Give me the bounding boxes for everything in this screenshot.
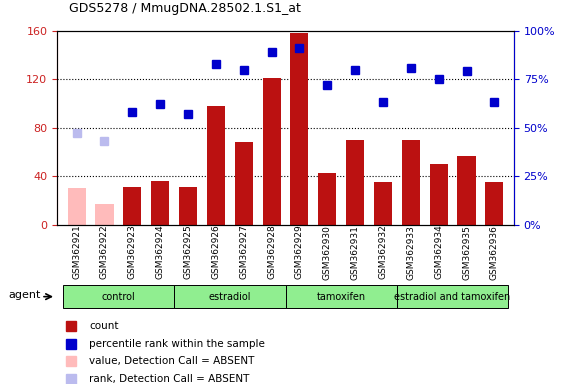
- Bar: [402, 140, 420, 225]
- Text: GSM362933: GSM362933: [407, 225, 415, 280]
- Text: GSM362931: GSM362931: [351, 225, 360, 280]
- Text: GSM362935: GSM362935: [462, 225, 471, 280]
- Bar: [485, 182, 504, 225]
- Text: tamoxifen: tamoxifen: [317, 291, 366, 302]
- Text: control: control: [102, 291, 135, 302]
- Text: count: count: [89, 321, 119, 331]
- Text: GSM362929: GSM362929: [295, 225, 304, 280]
- FancyBboxPatch shape: [397, 285, 508, 308]
- Bar: [291, 33, 308, 225]
- Text: GSM362934: GSM362934: [434, 225, 443, 280]
- Text: GSM362926: GSM362926: [211, 225, 220, 280]
- FancyBboxPatch shape: [286, 285, 397, 308]
- Text: GSM362932: GSM362932: [379, 225, 388, 280]
- Bar: [151, 181, 169, 225]
- FancyBboxPatch shape: [63, 285, 174, 308]
- Text: estradiol: estradiol: [208, 291, 251, 302]
- Text: value, Detection Call = ABSENT: value, Detection Call = ABSENT: [89, 356, 255, 366]
- Bar: [123, 187, 142, 225]
- Text: GSM362922: GSM362922: [100, 225, 109, 279]
- Bar: [457, 156, 476, 225]
- Bar: [374, 182, 392, 225]
- Bar: [429, 164, 448, 225]
- Text: GSM362924: GSM362924: [156, 225, 164, 279]
- Text: rank, Detection Call = ABSENT: rank, Detection Call = ABSENT: [89, 374, 250, 384]
- Bar: [207, 106, 225, 225]
- Text: GSM362936: GSM362936: [490, 225, 499, 280]
- Bar: [235, 142, 253, 225]
- Bar: [95, 204, 114, 225]
- Text: GSM362923: GSM362923: [128, 225, 137, 280]
- Text: GSM362921: GSM362921: [72, 225, 81, 280]
- Text: GSM362930: GSM362930: [323, 225, 332, 280]
- Text: percentile rank within the sample: percentile rank within the sample: [89, 339, 265, 349]
- Text: GSM362928: GSM362928: [267, 225, 276, 280]
- Bar: [67, 188, 86, 225]
- Text: agent: agent: [9, 290, 41, 300]
- Text: GSM362925: GSM362925: [183, 225, 192, 280]
- Text: GDS5278 / MmugDNA.28502.1.S1_at: GDS5278 / MmugDNA.28502.1.S1_at: [69, 2, 300, 15]
- Text: GSM362927: GSM362927: [239, 225, 248, 280]
- FancyBboxPatch shape: [174, 285, 286, 308]
- Bar: [179, 187, 197, 225]
- Text: estradiol and tamoxifen: estradiol and tamoxifen: [395, 291, 510, 302]
- Bar: [263, 78, 280, 225]
- Bar: [346, 140, 364, 225]
- Bar: [318, 172, 336, 225]
